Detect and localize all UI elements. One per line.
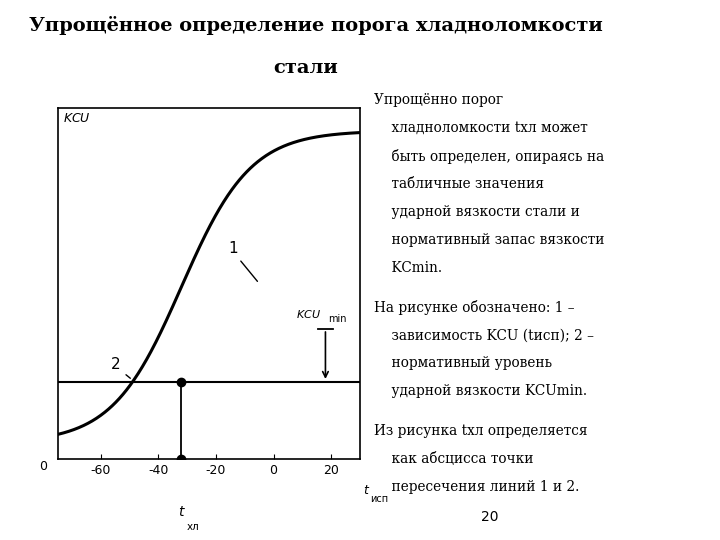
Text: Упрощённое определение порога хладноломкости: Упрощённое определение порога хладноломк… <box>29 16 603 35</box>
Text: исп: исп <box>370 494 388 504</box>
Text: 1: 1 <box>228 241 238 256</box>
Text: KCmin.: KCmin. <box>374 261 443 275</box>
Text: пересечения линий 1 и 2.: пересечения линий 1 и 2. <box>374 480 580 494</box>
Text: хладноломкости tхл может: хладноломкости tхл может <box>374 120 588 134</box>
Text: $t$: $t$ <box>363 484 370 497</box>
Text: На рисунке обозначено: 1 –: На рисунке обозначено: 1 – <box>374 300 575 315</box>
Text: нормативный запас вязкости: нормативный запас вязкости <box>374 233 605 247</box>
Text: табличные значения: табличные значения <box>374 177 544 191</box>
Text: min: min <box>328 314 347 324</box>
Text: нормативный уровень: нормативный уровень <box>374 356 552 370</box>
Text: хл: хл <box>187 522 200 532</box>
Text: $t$: $t$ <box>178 504 185 518</box>
Text: ударной вязкости KCUmin.: ударной вязкости KCUmin. <box>374 384 588 399</box>
Text: ударной вязкости стали и: ударной вязкости стали и <box>374 205 580 219</box>
Text: Упрощённо порог: Упрощённо порог <box>374 93 503 107</box>
Text: как абсцисса точки: как абсцисса точки <box>374 452 534 466</box>
Text: 0: 0 <box>39 460 47 473</box>
Text: $KCU$: $KCU$ <box>296 308 321 320</box>
Text: 20: 20 <box>481 510 498 524</box>
Text: $KCU$: $KCU$ <box>63 111 91 125</box>
Text: зависимость KCU (tисп); 2 –: зависимость KCU (tисп); 2 – <box>374 328 595 342</box>
Text: стали: стали <box>274 59 338 77</box>
Text: Из рисунка tхл определяется: Из рисунка tхл определяется <box>374 424 588 438</box>
Text: быть определен, опираясь на: быть определен, опираясь на <box>374 148 605 164</box>
Text: 2: 2 <box>110 357 120 372</box>
